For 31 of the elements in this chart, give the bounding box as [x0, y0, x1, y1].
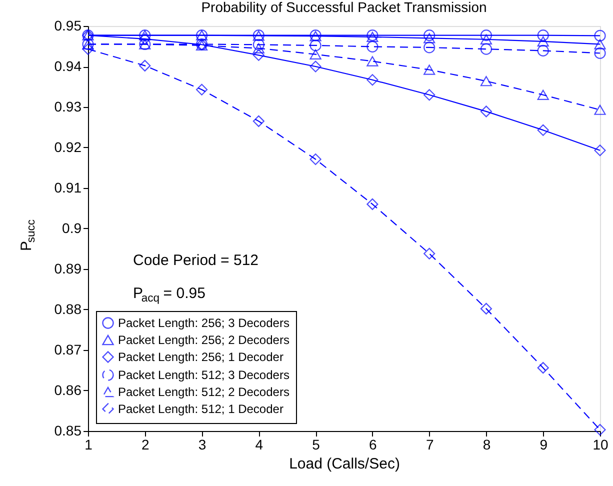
y-tick-label: 0.86	[54, 382, 82, 398]
x-tick-label: 9	[540, 436, 548, 452]
x-tick-label: 3	[198, 436, 206, 452]
y-tick-label: 0.89	[54, 260, 82, 276]
x-axis-title: Load (Calls/Sec)	[289, 456, 400, 472]
y-tick-label: 0.88	[54, 301, 82, 317]
legend-label: Packet Length: 512; 3 Decoders	[118, 368, 290, 382]
chart-title: Probability of Successful Packet Transmission	[201, 0, 487, 15]
x-tick-label: 10	[592, 436, 608, 452]
legend-label: Packet Length: 512; 1 Decoder	[118, 402, 284, 416]
x-tick-label: 6	[369, 436, 378, 452]
x-tick-label: 7	[426, 436, 434, 452]
x-tick-label: 4	[255, 436, 264, 452]
y-tick-label: 0.85	[54, 422, 82, 438]
y-tick-label: 0.87	[54, 342, 82, 358]
y-tick-label: 0.92	[54, 139, 82, 155]
x-tick-label: 8	[482, 436, 491, 452]
x-tick-label: 1	[84, 436, 93, 452]
y-tick-label: 0.91	[54, 180, 82, 196]
y-axis-title: Psucc	[18, 219, 38, 251]
y-tick-label: 0.95	[54, 18, 82, 34]
x-tick-label: 5	[312, 436, 320, 452]
legend-label: Packet Length: 256; 1 Decoder	[118, 350, 284, 364]
legend-label: Packet Length: 256; 2 Decoders	[118, 333, 290, 347]
legend-label: Packet Length: 512; 2 Decoders	[118, 385, 290, 399]
y-tick-label: 0.93	[54, 98, 82, 114]
x-tick-label: 2	[141, 436, 150, 452]
legend-label: Packet Length: 256; 3 Decoders	[118, 316, 290, 330]
annotation: Code Period = 512	[133, 252, 259, 269]
y-tick-label: 0.94	[54, 58, 82, 74]
y-tick-label: 0.9	[62, 220, 82, 236]
